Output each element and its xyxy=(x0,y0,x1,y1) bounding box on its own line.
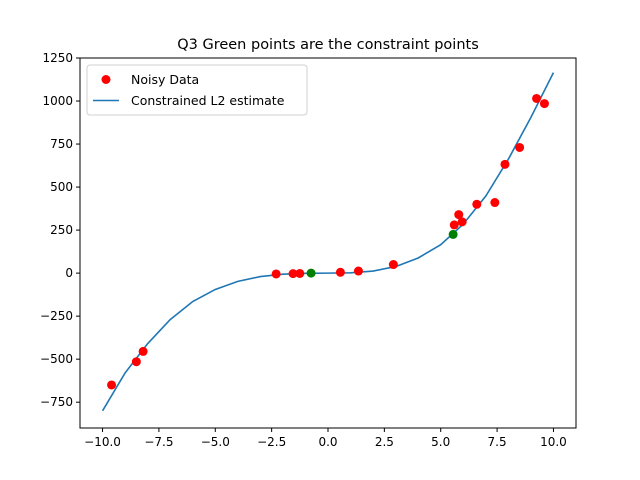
y-tick-label: 0 xyxy=(65,266,73,280)
data-point-11 xyxy=(457,217,467,227)
data-point-10 xyxy=(454,210,464,220)
legend-label: Constrained L2 estimate xyxy=(131,93,285,108)
data-point-1 xyxy=(131,357,141,367)
data-point-4 xyxy=(288,269,298,279)
y-tick-label: −250 xyxy=(40,309,73,323)
data-point-6 xyxy=(335,267,345,277)
data-point-9 xyxy=(449,220,459,230)
constraint-point-1 xyxy=(448,229,458,239)
x-tick-label: −5.0 xyxy=(201,435,230,449)
data-point-12 xyxy=(472,199,482,209)
legend-marker-noisy-data xyxy=(101,75,111,84)
plot-area xyxy=(101,72,555,412)
legend: Noisy Data Constrained L2 estimate xyxy=(86,64,308,116)
y-tick-label: −750 xyxy=(40,395,73,409)
x-tick-label: 10.0 xyxy=(540,435,567,449)
legend-label: Noisy Data xyxy=(131,72,199,87)
data-point-7 xyxy=(353,266,363,276)
data-point-2 xyxy=(138,346,148,356)
data-point-0 xyxy=(107,380,117,390)
data-point-15 xyxy=(515,142,525,152)
data-point-17 xyxy=(539,99,549,109)
y-tick-label: 1250 xyxy=(42,51,73,65)
data-point-16 xyxy=(532,93,542,103)
y-tick-label: 750 xyxy=(50,137,73,151)
x-tick-label: −2.5 xyxy=(257,435,286,449)
data-point-8 xyxy=(388,260,398,270)
x-tick-label: 2.5 xyxy=(375,435,394,449)
chart-title: Q3 Green points are the constraint point… xyxy=(177,37,479,53)
x-tick-label: 7.5 xyxy=(488,435,507,449)
x-tick-label: 0.0 xyxy=(318,435,337,449)
legend-box xyxy=(86,64,308,116)
data-point-13 xyxy=(490,198,500,208)
y-tick-label: −500 xyxy=(40,352,73,366)
y-tick-label: 250 xyxy=(50,223,73,237)
x-tick-label: −7.5 xyxy=(144,435,173,449)
y-tick-label: 1000 xyxy=(42,94,73,108)
data-point-3 xyxy=(271,269,281,279)
constraint-point-0 xyxy=(306,268,316,278)
x-tick-label: −10.0 xyxy=(84,435,121,449)
data-point-5 xyxy=(295,268,305,278)
data-point-14 xyxy=(500,159,510,169)
y-tick-label: 500 xyxy=(50,180,73,194)
x-tick-label: 5.0 xyxy=(431,435,450,449)
axes: −10.0 −7.5 −5.0 −2.5 0.0 2.5 5.0 7.5 10.0 −750 −50… xyxy=(40,51,567,449)
